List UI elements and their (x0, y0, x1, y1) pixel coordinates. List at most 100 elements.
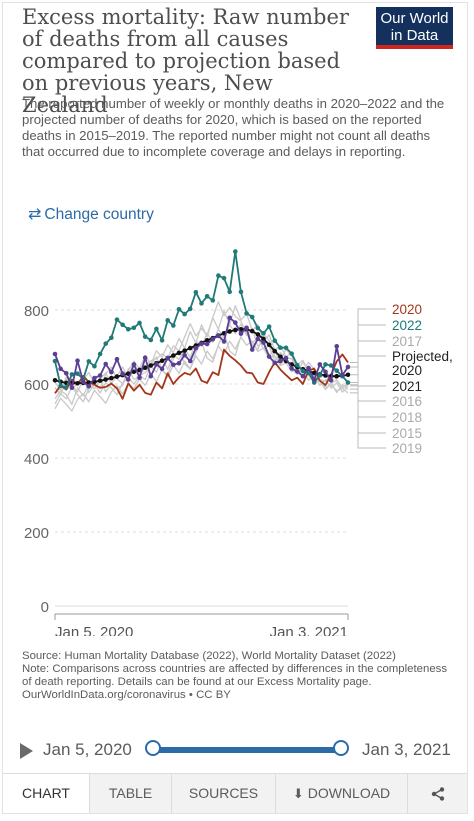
owid-logo[interactable]: Our World in Data (376, 7, 453, 49)
series-line-2022 (54, 250, 349, 389)
chart-frame (2, 2, 468, 814)
series-point-2022 (238, 289, 244, 295)
series-point-2021 (266, 354, 272, 359)
series-point-2021 (272, 360, 278, 366)
tab-table[interactable]: TABLE (89, 774, 171, 813)
series-point-projected-2020 (148, 363, 154, 368)
swap-arrows-icon: ⇄ (28, 206, 42, 223)
y-tick-label-0: 0 (41, 599, 49, 616)
series-point-2022 (120, 322, 125, 328)
chart-subtitle: The reported number of weekly or monthly… (22, 96, 445, 159)
series-point-2021 (255, 336, 261, 342)
series-point-2022 (249, 314, 255, 320)
series-point-projected-2020 (109, 375, 114, 381)
timeline-track[interactable] (153, 747, 341, 753)
tab-chart[interactable]: CHART (3, 774, 89, 813)
legend-label-2015: 2015 (392, 426, 422, 441)
timeline-start-label: Jan 5, 2020 (43, 740, 132, 759)
series-point-2021 (92, 375, 97, 381)
legend-connector-2020 (350, 308, 386, 364)
series-point-2021 (154, 362, 159, 367)
series-point-projected-2020 (311, 370, 317, 376)
series-point-2022 (159, 338, 165, 343)
series-point-2021 (114, 356, 120, 362)
series-point-2022 (227, 289, 232, 295)
series-point-2022 (97, 351, 103, 357)
series-point-projected-2020 (114, 374, 120, 379)
series-point-2022 (272, 338, 278, 344)
series-line-2020 (54, 348, 349, 400)
series-point-2022 (345, 380, 351, 385)
series-point-2022 (69, 372, 75, 377)
y-tick-label-200: 200 (24, 525, 49, 542)
series-point-2021 (58, 366, 63, 372)
series-point-2021 (176, 360, 182, 366)
series-point-2021 (80, 379, 86, 385)
series-point-2021 (137, 375, 142, 381)
series-point-2022 (216, 273, 221, 278)
series-point-2022 (142, 334, 148, 339)
tab-sources[interactable]: SOURCES (171, 774, 275, 813)
series-point-2021 (340, 372, 345, 378)
series-point-projected-2020 (272, 348, 278, 354)
series-point-projected-2020 (204, 338, 210, 343)
series-point-2021 (278, 358, 283, 364)
series-point-projected-2020 (249, 328, 255, 334)
series-point-2022 (63, 385, 69, 390)
note-text: Note: Comparisons across countries are a… (22, 663, 448, 688)
series-point-projected-2020 (182, 348, 187, 353)
series-point-projected-2020 (278, 354, 283, 359)
x-tick-label-0: Jan 5, 2020 (55, 624, 133, 636)
series-point-projected-2020 (176, 350, 182, 356)
tab-download[interactable]: ⬇ DOWNLOAD (275, 774, 407, 813)
series-point-2021 (233, 320, 238, 325)
series-point-2022 (187, 306, 193, 312)
series-point-2021 (289, 366, 294, 371)
series-point-2021 (171, 362, 176, 368)
series-point-2021 (182, 352, 187, 358)
change-country-button[interactable]: ⇄ Change country (28, 204, 154, 224)
timeline-start-handle[interactable] (145, 740, 161, 756)
series-point-2022 (244, 311, 249, 316)
series-point-2021 (109, 369, 114, 375)
play-icon[interactable] (20, 743, 33, 759)
series-point-2021 (97, 373, 103, 378)
series-point-2021 (317, 362, 323, 367)
series-point-projected-2020 (159, 358, 165, 363)
logo-line-2: in Data (390, 27, 439, 44)
legend-label-2021: 2021 (392, 379, 422, 394)
series-point-2021 (261, 340, 266, 345)
series-point-2022 (131, 325, 137, 331)
series-point-projected-2020 (345, 372, 351, 378)
series-point-2022 (278, 345, 283, 351)
series-point-2021 (328, 378, 334, 383)
legend-connector-2019 (350, 384, 386, 449)
series-point-2022 (86, 359, 92, 364)
license-text[interactable]: OurWorldInData.org/coronavirus • CC BY (22, 689, 231, 701)
timeline-end-handle[interactable] (333, 740, 349, 756)
series-point-projected-2020 (187, 345, 193, 351)
series-point-2022 (204, 294, 210, 299)
series-point-2022 (75, 371, 80, 376)
series-point-2022 (148, 337, 154, 343)
series-point-2022 (334, 368, 340, 373)
series-point-2021 (120, 371, 125, 376)
series-point-2021 (294, 369, 300, 374)
series-point-2022 (221, 275, 227, 281)
series-point-2021 (159, 366, 165, 372)
series-point-2022 (154, 326, 159, 332)
y-tick-label-400: 400 (24, 451, 49, 468)
series-point-2022 (92, 363, 97, 369)
legend-label-2020: 2020 (392, 302, 422, 317)
share-button[interactable] (407, 774, 467, 813)
series-point-2021 (63, 370, 69, 376)
series-point-projected-2020 (227, 329, 232, 334)
series-point-2021 (306, 365, 311, 371)
chart-title: Excess mortality: Raw number of deaths f… (22, 5, 349, 117)
series-point-projected-2020 (255, 332, 261, 337)
download-icon: ⬇ (292, 786, 304, 801)
series-point-2021 (131, 362, 137, 367)
series-point-2021 (86, 383, 92, 389)
series-point-2022 (125, 326, 131, 332)
